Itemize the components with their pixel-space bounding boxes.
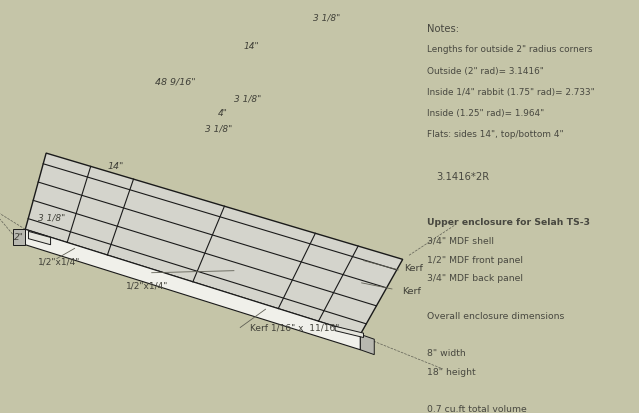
Text: 4": 4" (218, 109, 228, 118)
Text: 3.1416*2R: 3.1416*2R (436, 171, 489, 181)
Text: Outside (2" rad)= 3.1416": Outside (2" rad)= 3.1416" (427, 66, 544, 75)
Text: Overall enclosure dimensions: Overall enclosure dimensions (427, 311, 564, 320)
Polygon shape (335, 326, 364, 338)
Text: Upper enclosure for Selah TS-3: Upper enclosure for Selah TS-3 (427, 218, 590, 227)
Text: 18" height: 18" height (427, 367, 475, 376)
Text: 48 9/16": 48 9/16" (155, 77, 196, 86)
Text: 0.7 cu.ft total volume: 0.7 cu.ft total volume (427, 404, 527, 413)
Polygon shape (26, 230, 360, 350)
Text: Flats: sides 14", top/bottom 4": Flats: sides 14", top/bottom 4" (427, 129, 564, 138)
Text: 8" width: 8" width (427, 348, 465, 357)
Text: 3 1/8": 3 1/8" (206, 124, 233, 133)
Text: Inside (1.25" rad)= 1.964": Inside (1.25" rad)= 1.964" (427, 109, 544, 117)
Polygon shape (29, 232, 50, 245)
Text: 3/4" MDF shell: 3/4" MDF shell (427, 236, 494, 245)
Text: 1/2" MDF front panel: 1/2" MDF front panel (427, 255, 523, 264)
Text: 1/2"x1/4": 1/2"x1/4" (38, 256, 81, 266)
Text: 2": 2" (14, 232, 24, 241)
Text: Kerf: Kerf (402, 287, 421, 296)
Text: 3 1/8": 3 1/8" (38, 213, 65, 222)
Text: 3 1/8": 3 1/8" (313, 13, 340, 22)
Text: 14": 14" (107, 161, 124, 170)
Text: 1/2"x1/4": 1/2"x1/4" (127, 281, 169, 290)
Text: Kerf 1/16" x  11/16": Kerf 1/16" x 11/16" (250, 323, 339, 332)
Text: Lengths for outside 2" radius corners: Lengths for outside 2" radius corners (427, 45, 592, 54)
Text: 3/4" MDF back panel: 3/4" MDF back panel (427, 274, 523, 282)
Polygon shape (26, 154, 403, 335)
Text: 3 1/8": 3 1/8" (234, 94, 261, 103)
Polygon shape (13, 230, 26, 245)
Text: Inside 1/4" rabbit (1.75" rad)= 2.733": Inside 1/4" rabbit (1.75" rad)= 2.733" (427, 88, 594, 96)
Polygon shape (360, 335, 374, 355)
Text: Notes:: Notes: (427, 24, 459, 34)
Text: 14": 14" (243, 42, 259, 51)
Text: Kerf: Kerf (404, 263, 424, 272)
